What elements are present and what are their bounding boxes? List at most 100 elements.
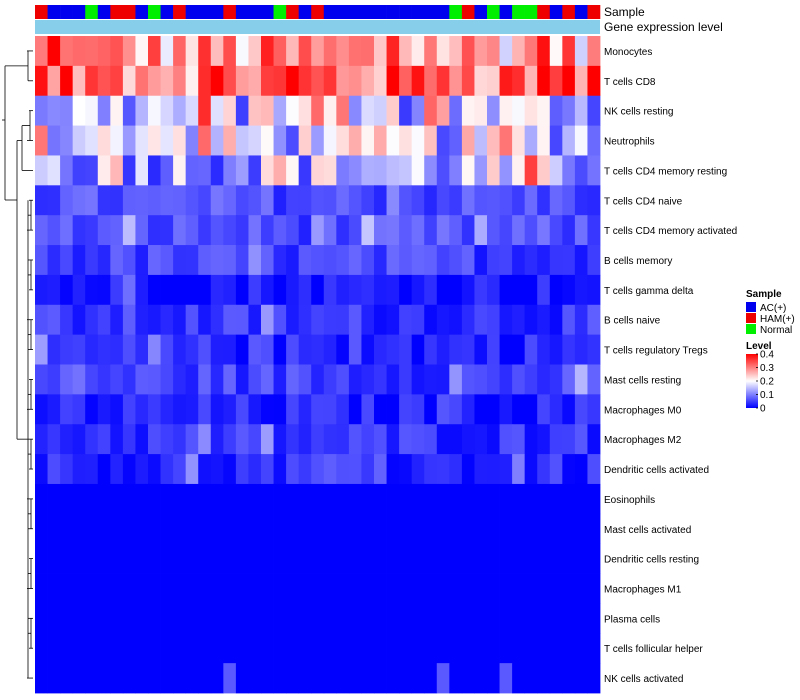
heatmap-cell xyxy=(386,424,400,455)
heatmap-cell xyxy=(461,513,475,545)
heatmap-cell xyxy=(436,215,450,246)
heatmap-cell xyxy=(449,364,463,395)
heatmap-cell xyxy=(499,155,513,186)
heatmap-cell xyxy=(549,663,563,694)
heatmap-cell xyxy=(148,663,161,694)
heatmap-cell xyxy=(361,573,375,604)
heatmap-cell xyxy=(223,334,237,365)
heatmap-cell xyxy=(122,483,136,515)
heatmap-cell xyxy=(185,663,199,694)
heatmap-cell xyxy=(562,125,576,156)
heatmap-cell xyxy=(336,155,350,186)
heatmap-cell xyxy=(85,95,99,126)
heatmap-cell xyxy=(474,125,488,156)
heatmap-cell xyxy=(248,274,262,306)
heatmap-cell xyxy=(386,155,400,186)
heatmap-cell xyxy=(474,95,488,126)
heatmap-cell xyxy=(436,573,450,604)
heatmap-cell xyxy=(311,215,325,246)
heatmap-cell xyxy=(474,543,488,574)
heatmap-cell xyxy=(562,245,576,276)
heatmap-cell xyxy=(323,424,337,455)
heatmap-cell xyxy=(248,633,262,664)
sample-annotation-cell xyxy=(85,5,99,19)
heatmap-cell xyxy=(361,304,375,336)
heatmap-cell xyxy=(336,215,350,246)
heatmap-cell xyxy=(524,215,538,246)
sample-annotation-cell xyxy=(449,5,463,19)
heatmap-cell xyxy=(411,125,425,156)
heatmap-cell xyxy=(311,185,325,216)
heatmap-cell xyxy=(286,245,300,276)
heatmap-cell xyxy=(223,364,237,395)
legend-swatch-H xyxy=(746,313,756,323)
heatmap-cell xyxy=(248,65,262,97)
heatmap-cell xyxy=(248,185,262,216)
heatmap-cell xyxy=(386,454,400,485)
heatmap-cell xyxy=(198,633,212,664)
sample-annotation-cell xyxy=(72,5,86,19)
heatmap-cell xyxy=(122,125,136,156)
heatmap-cell xyxy=(160,125,174,156)
heatmap-cell xyxy=(487,454,500,485)
heatmap-cell xyxy=(47,155,61,186)
heatmap-cell xyxy=(198,215,212,246)
heatmap-cell xyxy=(60,483,74,515)
heatmap-cell xyxy=(574,334,588,365)
heatmap-cell xyxy=(210,215,224,246)
heatmap-cell xyxy=(424,155,438,186)
heatmap-cell xyxy=(223,394,237,425)
heatmap-cell xyxy=(248,155,262,186)
annotation-labels: Sample Gene expression level xyxy=(604,5,723,34)
sample-annotation-cell xyxy=(173,5,186,19)
heatmap-cell xyxy=(185,215,199,246)
heatmap-cell xyxy=(386,245,400,276)
heatmap-cell xyxy=(374,125,387,156)
heatmap-cell xyxy=(261,95,274,126)
heatmap-cell xyxy=(173,215,187,246)
heatmap-cell xyxy=(148,454,161,485)
heatmap-cell xyxy=(336,424,350,455)
heatmap-cell xyxy=(273,424,287,455)
heatmap-cell xyxy=(449,155,463,186)
heatmap-cell xyxy=(235,245,249,276)
heatmap-cell xyxy=(60,633,74,664)
heatmap-cell xyxy=(348,663,362,694)
heatmap-cell xyxy=(47,95,61,126)
heatmap-cell xyxy=(574,364,588,395)
heatmap-cell xyxy=(261,274,274,306)
heatmap-cell xyxy=(424,573,438,604)
heatmap-cell xyxy=(235,185,249,216)
heatmap-cell xyxy=(574,543,588,574)
heatmap-cell xyxy=(461,95,475,126)
heatmap-cell xyxy=(248,454,262,485)
sample-annotation-cell xyxy=(148,5,161,19)
sample-annotation-cell xyxy=(574,5,588,19)
heatmap-cell xyxy=(449,125,463,156)
heatmap-cell xyxy=(537,36,551,67)
heatmap-cell xyxy=(411,95,425,126)
row-label: NK cells activated xyxy=(604,674,683,685)
heatmap-cell xyxy=(72,424,86,455)
heatmap-cell xyxy=(323,215,337,246)
heatmap-cell xyxy=(562,304,576,336)
heatmap-cell xyxy=(286,543,300,574)
heatmap-cell xyxy=(587,424,601,455)
heatmap-cell xyxy=(411,663,425,694)
heatmap-cell xyxy=(185,155,199,186)
sample-annotation-cell xyxy=(35,5,48,19)
heatmap-cell xyxy=(348,603,362,634)
heatmap-cell xyxy=(110,603,124,634)
heatmap-cell xyxy=(336,483,350,515)
heatmap-cell xyxy=(336,36,350,67)
heatmap-cell xyxy=(72,663,86,694)
heatmap-cell xyxy=(449,334,463,365)
heatmap-cell xyxy=(386,36,400,67)
heatmap-cell xyxy=(85,633,99,664)
heatmap-cell xyxy=(35,215,48,246)
heatmap-cell xyxy=(311,304,325,336)
heatmap-cell xyxy=(386,573,400,604)
heatmap-cell xyxy=(60,95,74,126)
heatmap-cell xyxy=(160,364,174,395)
heatmap-cell xyxy=(424,65,438,97)
